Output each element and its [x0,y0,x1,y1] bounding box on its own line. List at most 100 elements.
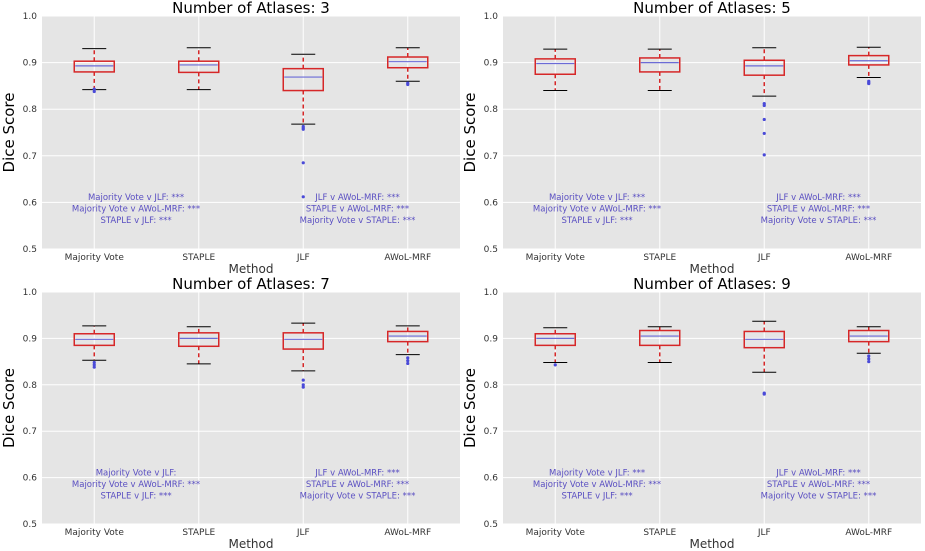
box-jlf [743,320,785,396]
significance-annotation: STAPLE v JLF: *** [561,491,632,501]
outlier-point [762,103,766,108]
chart-title: Number of Atlases: 7 [172,275,330,293]
box-awol-mrf [387,325,429,366]
box-iqr [387,56,429,69]
x-tick-label: Majority Vote [526,253,586,263]
significance-annotation: Majority Vote v JLF: *** [549,193,645,203]
significance-annotation: Majority Vote v AWoL-MRF: *** [533,205,661,215]
outlier-point [301,127,305,131]
x-tick-label: STAPLE [643,528,676,538]
panel-4: 0.5 0.6 0.7 0.8 0.9 1.0 Majority Vote STAPLE JLF… [461,275,921,551]
outlier-point [762,131,766,136]
significance-annotation: Majority Vote v AWoL-MRF: *** [72,205,200,215]
box-iqr [73,333,115,347]
y-tick-label: 0.8 [484,381,499,391]
outlier-point [867,81,871,86]
x-tick-label: JLF [296,528,310,538]
significance-annotation: JLF v AWoL-MRF: *** [775,468,860,478]
outlier-point [301,161,305,165]
y-tick-label: 0.6 [484,474,499,484]
significance-annotation: Majority Vote v JLF: *** [549,468,645,478]
outlier-point [762,153,766,157]
x-tick-label: JLF [757,528,771,538]
box-iqr [848,54,890,66]
x-axis-label: Method [689,537,734,551]
x-tick-label: JLF [757,253,771,263]
outlier-point [92,363,96,367]
chart-title: Number of Atlases: 9 [633,275,791,293]
x-tick-label: AWoL-MRF [845,528,892,538]
outlier-point [301,383,305,387]
outlier-point [867,357,871,361]
plot-background [42,292,460,524]
outlier-point [406,361,410,366]
y-tick-label: 1.0 [23,288,38,298]
significance-annotation: Majority Vote v AWoL-MRF: *** [72,480,200,490]
y-tick-label: 0.7 [484,152,498,162]
box-iqr [743,59,785,76]
significance-annotation: Majority Vote v STAPLE: *** [300,216,416,226]
x-tick-label: JLF [296,253,310,263]
outlier-point [762,392,766,396]
box-majority-vote [73,48,115,94]
y-tick-label: 0.9 [23,59,38,69]
significance-annotation: Majority Vote v JLF: [96,468,177,478]
box-majority-vote [534,327,576,367]
significance-annotation: Majority Vote v AWoL-MRF: *** [533,480,661,490]
box-iqr [282,67,324,92]
chart-title: Number of Atlases: 3 [172,0,330,17]
box-awol-mrf [387,47,429,87]
box-iqr [534,333,576,347]
box-iqr [639,57,681,73]
panel-3: 0.5 0.6 0.7 0.8 0.9 1.0 Majority Vote STAPLE JLF… [0,275,460,551]
outlier-point [406,82,410,87]
outlier-point [301,195,305,199]
outlier-point [92,365,96,369]
y-tick-label: 0.5 [484,245,498,255]
y-axis-label: Dice Score [0,93,18,173]
x-tick-label: AWoL-MRF [384,253,431,263]
x-tick-label: STAPLE [182,253,215,263]
y-tick-label: 0.5 [23,245,37,255]
x-axis-label: Method [228,537,273,551]
panel-1: 0.5 0.6 0.7 0.8 0.9 1.0 Majority Vote STAPLE JLF… [0,0,460,276]
significance-annotation: STAPLE v JLF: *** [561,216,632,226]
box-iqr [387,330,429,343]
y-tick-label: 0.6 [23,474,38,484]
y-tick-label: 0.7 [23,427,37,437]
significance-annotation: Majority Vote v STAPLE: *** [761,491,877,501]
chart-title: Number of Atlases: 5 [633,0,791,17]
box-iqr [178,60,220,74]
significance-annotation: JLF v AWoL-MRF: *** [775,193,860,203]
x-tick-label: STAPLE [182,528,215,538]
significance-annotation: JLF v AWoL-MRF: *** [314,468,399,478]
outlier-point [867,360,871,364]
box-majority-vote [534,48,576,92]
x-tick-label: AWoL-MRF [384,528,431,538]
x-tick-label: AWoL-MRF [845,253,892,263]
significance-annotation: STAPLE v JLF: *** [100,491,171,501]
x-tick-label: Majority Vote [65,528,125,538]
box-jlf [282,53,324,199]
y-axis-label: Dice Score [461,93,479,173]
x-tick-label: Majority Vote [65,253,125,263]
plot-background [42,16,460,249]
box-awol-mrf [848,326,890,364]
outlier-point [301,385,305,389]
y-tick-label: 0.9 [484,334,499,344]
y-tick-label: 0.7 [484,427,498,437]
box-iqr [848,329,890,343]
box-iqr [743,330,785,349]
box-staple [639,326,681,364]
box-majority-vote [73,325,115,369]
box-staple [178,47,220,91]
y-tick-label: 0.8 [484,105,499,115]
y-tick-label: 1.0 [484,12,499,22]
y-tick-label: 0.5 [484,520,498,530]
significance-annotation: STAPLE v JLF: *** [100,216,171,226]
significance-annotation: Majority Vote v STAPLE: *** [761,216,877,226]
outlier-point [92,360,96,365]
y-tick-label: 0.8 [23,105,38,115]
significance-annotation: STAPLE v AWoL-MRF: *** [767,480,870,490]
